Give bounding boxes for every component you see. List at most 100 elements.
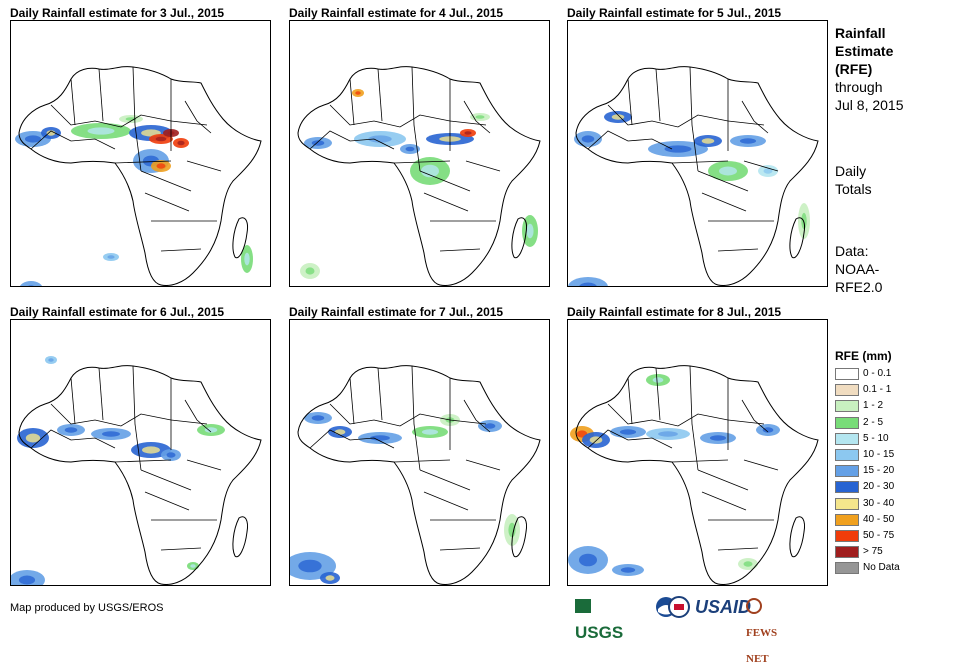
rainfall-core xyxy=(370,435,390,441)
country-border xyxy=(423,491,469,511)
continent-outline xyxy=(18,365,262,585)
country-border xyxy=(132,365,136,425)
legend-swatch xyxy=(835,481,859,494)
rainfall-core xyxy=(102,431,120,437)
country-border xyxy=(134,423,142,471)
country-border xyxy=(98,68,104,122)
country-border xyxy=(50,104,172,128)
country-border xyxy=(727,120,765,126)
rainfall-core xyxy=(421,164,439,178)
rainfall-core xyxy=(579,553,597,567)
country-border xyxy=(689,66,693,126)
side-totals-line1: Daily xyxy=(835,163,867,179)
rainfall-core xyxy=(325,575,335,581)
country-border xyxy=(743,459,779,471)
rainfall-core xyxy=(658,431,678,437)
country-border xyxy=(465,160,501,172)
rainfall-core xyxy=(701,138,715,144)
country-border xyxy=(627,78,633,126)
rainfall-core xyxy=(298,559,322,573)
rainfall-core xyxy=(18,575,36,585)
rainfall-core xyxy=(311,415,325,421)
country-border xyxy=(140,170,192,192)
country-border xyxy=(743,160,779,172)
map-svg xyxy=(568,66,819,286)
rainfall-core xyxy=(311,140,325,146)
credit-text: Map produced by USGS/EROS xyxy=(10,602,164,614)
rainfall-core xyxy=(305,267,315,275)
rainfall-core xyxy=(652,377,664,383)
legend-swatch xyxy=(835,497,859,510)
legend-label: 0.1 - 1 xyxy=(863,384,892,396)
rainfall-core xyxy=(64,427,78,433)
africa-map xyxy=(10,20,271,287)
country-border xyxy=(627,377,633,425)
africa-map xyxy=(567,20,828,287)
panel-title: Daily Rainfall estimate for 6 Jul., 2015 xyxy=(10,305,225,319)
continent-outline xyxy=(18,66,262,286)
rainfall-core xyxy=(24,135,42,143)
country-border xyxy=(184,399,212,433)
country-border xyxy=(689,365,693,425)
country-border xyxy=(439,248,481,252)
madagascar-outline xyxy=(511,516,527,558)
usaid-logo: USAID xyxy=(695,597,752,617)
country-border xyxy=(465,459,501,471)
rainfall-core xyxy=(526,223,534,239)
rainfall-core xyxy=(405,146,415,152)
rainfall-core xyxy=(762,427,774,433)
rainfall-core xyxy=(368,135,392,143)
africa-map xyxy=(567,319,828,586)
country-border xyxy=(144,491,190,511)
legend-swatch xyxy=(835,416,859,429)
country-border xyxy=(186,160,222,172)
map-svg xyxy=(290,365,541,585)
country-border xyxy=(413,124,421,172)
legend-label: 15 - 20 xyxy=(863,465,895,477)
legend-swatch xyxy=(835,432,859,445)
rainfall-core xyxy=(46,130,56,136)
country-border xyxy=(463,100,491,134)
rainfall-core xyxy=(48,358,54,362)
country-border xyxy=(697,469,749,491)
rainfall-core xyxy=(581,135,595,143)
country-border xyxy=(717,248,759,252)
country-border xyxy=(671,459,729,463)
country-border xyxy=(607,104,729,128)
country-border xyxy=(691,124,699,172)
country-border xyxy=(411,365,415,425)
rainfall-core xyxy=(619,429,637,435)
legend-label: 20 - 30 xyxy=(863,481,895,493)
side-data-line2: NOAA- xyxy=(835,261,880,277)
rainfall-core xyxy=(204,427,218,433)
rainfall-core xyxy=(28,285,34,286)
country-border xyxy=(413,423,421,471)
country-border xyxy=(423,192,469,212)
country-border xyxy=(377,68,383,122)
panel-title: Daily Rainfall estimate for 5 Jul., 2015 xyxy=(567,6,782,20)
side-title-line1: Rainfall xyxy=(835,25,886,41)
legend-swatch xyxy=(835,465,859,478)
legend-label: 5 - 10 xyxy=(863,432,889,444)
madagascar-outline xyxy=(232,217,248,259)
rainfall-core xyxy=(464,131,472,135)
legend-swatch xyxy=(835,400,859,413)
country-border xyxy=(655,367,661,421)
legend-label: 10 - 15 xyxy=(863,449,895,460)
legend-swatch xyxy=(835,384,859,397)
rainfall-core xyxy=(484,423,496,429)
country-border xyxy=(70,78,76,126)
country-border xyxy=(727,419,765,425)
side-totals-line2: Totals xyxy=(835,181,872,197)
country-border xyxy=(160,248,202,252)
legend-swatch xyxy=(835,449,859,461)
legend-label: No Data xyxy=(863,562,900,574)
side-data-line3: RFE2.0 xyxy=(835,279,883,295)
rainfall-core xyxy=(87,127,115,135)
country-border xyxy=(607,403,729,427)
madagascar-outline xyxy=(511,217,527,259)
rainfall-core xyxy=(355,91,361,95)
rainfall-core xyxy=(709,435,727,441)
country-border xyxy=(463,399,491,433)
country-border xyxy=(30,130,116,150)
